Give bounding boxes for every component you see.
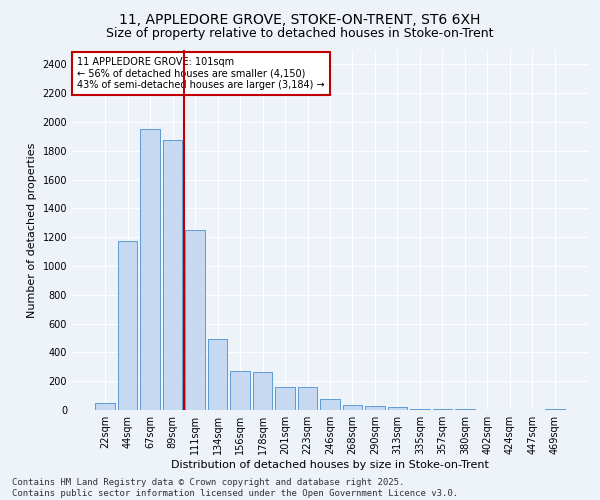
Bar	[163, 140, 182, 410]
Bar	[298, 387, 317, 410]
Text: Size of property relative to detached houses in Stoke-on-Trent: Size of property relative to detached ho…	[106, 28, 494, 40]
Text: 11, APPLEDORE GROVE, STOKE-ON-TRENT, ST6 6XH: 11, APPLEDORE GROVE, STOKE-ON-TRENT, ST6…	[119, 12, 481, 26]
Bar	[140, 129, 160, 410]
Bar	[365, 406, 385, 410]
Bar	[95, 403, 115, 410]
Bar	[275, 387, 295, 410]
Y-axis label: Number of detached properties: Number of detached properties	[27, 142, 37, 318]
Bar	[208, 340, 227, 410]
Bar	[433, 409, 452, 410]
Bar	[388, 408, 407, 410]
Bar	[185, 230, 205, 410]
Text: 11 APPLEDORE GROVE: 101sqm
← 56% of detached houses are smaller (4,150)
43% of s: 11 APPLEDORE GROVE: 101sqm ← 56% of deta…	[77, 57, 325, 90]
X-axis label: Distribution of detached houses by size in Stoke-on-Trent: Distribution of detached houses by size …	[171, 460, 489, 470]
Bar	[343, 406, 362, 410]
Bar	[410, 408, 430, 410]
Bar	[320, 399, 340, 410]
Text: Contains HM Land Registry data © Crown copyright and database right 2025.
Contai: Contains HM Land Registry data © Crown c…	[12, 478, 458, 498]
Bar	[253, 372, 272, 410]
Bar	[118, 241, 137, 410]
Bar	[230, 371, 250, 410]
